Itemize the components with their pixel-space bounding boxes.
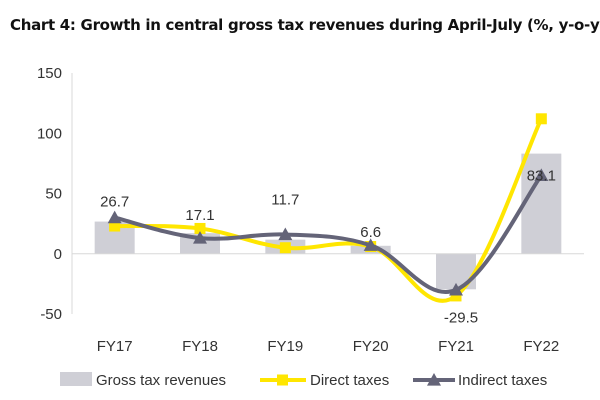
y-tick-label: 150 xyxy=(37,65,62,82)
chart-title: Chart 4: Growth in central gross tax rev… xyxy=(10,16,600,34)
data-label-fy21: -29.5 xyxy=(444,309,478,326)
legend-label-indirect: Indirect taxes xyxy=(458,372,547,389)
data-label-fy18: 17.1 xyxy=(185,207,214,224)
data-label-fy20: 6.6 xyxy=(360,224,381,241)
x-tick-labels: FY17 FY18 FY19 FY20 FY21 FY22 xyxy=(97,338,560,355)
bar-series xyxy=(94,153,562,290)
y-tick-label: 50 xyxy=(45,186,62,203)
legend-swatch-direct-marker xyxy=(277,374,288,386)
direct-taxes-marker-fy22 xyxy=(535,113,547,125)
legend-swatch-indirect-marker xyxy=(427,373,441,386)
direct-taxes-marker-fy17 xyxy=(109,220,121,232)
x-tick-label-fy21: FY21 xyxy=(438,338,474,355)
y-tick-label: -50 xyxy=(40,306,62,323)
x-tick-label-fy18: FY18 xyxy=(182,338,218,355)
indirect-taxes-marker-fy19 xyxy=(278,227,293,241)
direct-taxes-marker-fy18 xyxy=(194,222,206,234)
y-tick-labels: 150 100 50 0 -50 xyxy=(37,65,62,323)
indirect-taxes-marker-fy21 xyxy=(449,282,463,296)
x-tick-label-fy17: FY17 xyxy=(97,338,133,355)
line-series xyxy=(107,113,549,303)
legend: Gross tax revenues Direct taxes Indirect t… xyxy=(60,372,547,389)
direct-taxes-marker-fy21 xyxy=(450,290,462,302)
legend-label-gross-tax: Gross tax revenues xyxy=(96,372,226,389)
data-label-fy17: 26.7 xyxy=(100,194,129,211)
data-labels: 26.7 17.1 11.7 6.6 -29.5 83.1 xyxy=(100,168,556,327)
data-label-fy19: 11.7 xyxy=(271,192,299,209)
indirect-taxes-marker-fy20 xyxy=(363,238,378,251)
direct-taxes-marker-fy19 xyxy=(279,242,291,254)
y-tick-label: 0 xyxy=(54,246,62,263)
x-tick-label-fy22: FY22 xyxy=(523,338,559,355)
y-tick-label: 100 xyxy=(37,125,62,142)
indirect-taxes-marker-fy22 xyxy=(534,168,549,182)
x-tick-label-fy19: FY19 xyxy=(267,338,303,355)
data-label-fy22: 83.1 xyxy=(527,168,556,185)
legend-swatch-gross-tax xyxy=(60,372,92,386)
indirect-taxes-line xyxy=(114,174,543,294)
indirect-taxes-marker-fy18 xyxy=(193,231,207,244)
indirect-taxes-marker-fy17 xyxy=(107,210,122,224)
x-tick-label-fy20: FY20 xyxy=(353,338,389,355)
legend-label-direct: Direct taxes xyxy=(310,372,389,389)
